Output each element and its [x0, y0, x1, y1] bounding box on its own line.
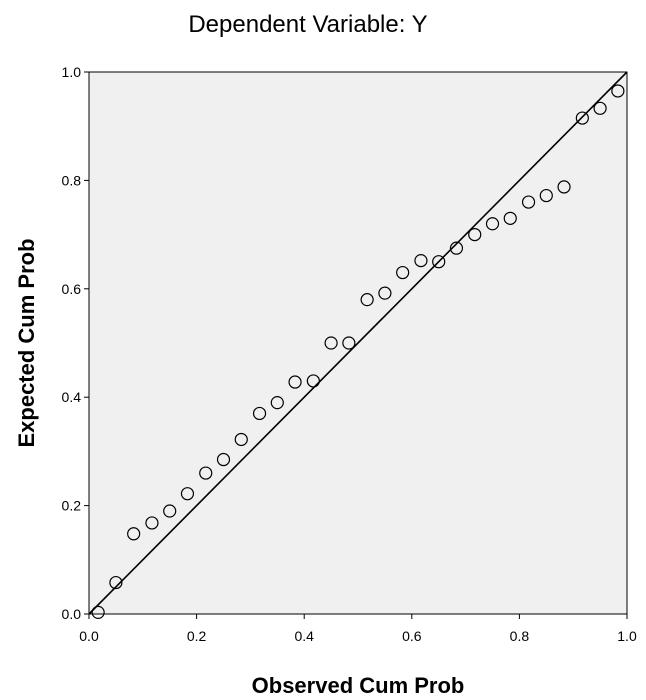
data-point [449, 241, 464, 255]
data-point [91, 605, 105, 619]
y-tick-label: 0.2 [62, 498, 82, 514]
data-point [468, 228, 482, 242]
data-point [163, 504, 177, 518]
data-point [306, 374, 320, 388]
data-point [485, 217, 500, 231]
data-point [432, 255, 446, 269]
y-tick-label: 0.4 [62, 389, 82, 405]
data-point [288, 375, 302, 389]
data-point [216, 452, 231, 467]
data-point [342, 336, 356, 350]
data-point [557, 180, 571, 194]
y-tick-label: 1.0 [62, 64, 82, 80]
data-point [396, 265, 410, 280]
data-points [91, 84, 625, 619]
data-point [180, 487, 195, 501]
y-axis-label: Expected Cum Prob [14, 238, 39, 447]
x-tick-label: 0.2 [187, 628, 207, 644]
y-tick-label: 0.8 [62, 172, 82, 188]
data-point [611, 84, 625, 98]
reference-diagonal-line [88, 71, 628, 615]
data-point [199, 466, 213, 480]
data-point [252, 406, 267, 421]
data-point [575, 111, 589, 125]
data-point [270, 396, 284, 410]
data-point [378, 286, 392, 300]
x-tick-label: 0.0 [79, 628, 99, 644]
data-point [521, 195, 536, 209]
x-tick-label: 0.4 [294, 628, 314, 644]
data-point [145, 516, 159, 530]
x-tick-label: 1.0 [617, 628, 637, 644]
y-tick-label: 0.0 [62, 606, 82, 622]
data-point [127, 527, 141, 541]
data-point [109, 575, 123, 590]
data-point [414, 254, 428, 268]
data-point [234, 432, 248, 447]
data-point [539, 188, 553, 203]
x-axis-ticks: 0.0 0.2 0.4 0.6 0.8 1.0 [79, 614, 637, 644]
y-axis-ticks: 0.0 0.2 0.4 0.6 0.8 1.0 [62, 64, 89, 622]
data-point [503, 211, 517, 225]
y-tick-label: 0.6 [62, 281, 82, 297]
x-tick-label: 0.8 [510, 628, 530, 644]
data-point [593, 101, 607, 115]
x-axis-label: Observed Cum Prob [252, 673, 465, 698]
data-point [360, 293, 374, 307]
data-point [324, 336, 338, 350]
chart-title: Dependent Variable: Y [188, 11, 427, 38]
x-tick-label: 0.6 [402, 628, 422, 644]
